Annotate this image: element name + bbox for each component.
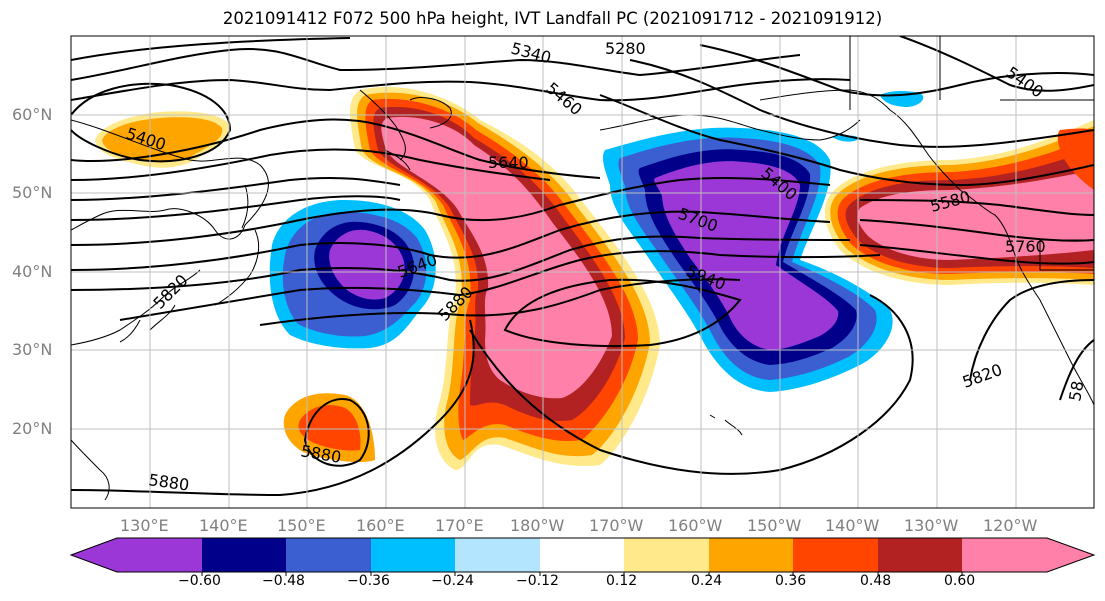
- lat-label: 30°N: [12, 340, 53, 359]
- colorbar-segment: [624, 538, 710, 572]
- lon-label: 160°E: [356, 516, 405, 535]
- colorbar-segment: [709, 538, 794, 572]
- colorbar-segment: [455, 538, 541, 572]
- colorbar-segment: [202, 538, 287, 572]
- colorbar-tick-label: 0.36: [775, 573, 807, 589]
- lon-label: 180°W: [510, 516, 565, 535]
- colorbar-tick-label: −0.36: [347, 573, 390, 589]
- colorbar-low-extend: [71, 538, 117, 572]
- lat-label: 60°N: [12, 105, 53, 124]
- lat-label: 40°N: [12, 262, 53, 281]
- colorbar-tick-label: −0.24: [431, 573, 474, 589]
- contour-label: 58: [1065, 379, 1087, 402]
- colorbar-segment: [117, 538, 203, 572]
- colorbar-tick-label: 0.12: [606, 573, 638, 589]
- lon-label: 140°W: [825, 516, 880, 535]
- lon-label: 170°W: [589, 516, 644, 535]
- colorbar-segment: [793, 538, 879, 572]
- colorbar-tick-label: −0.60: [178, 573, 221, 589]
- lat-label: 50°N: [12, 183, 53, 202]
- map-title: 2021091412 F072 500 hPa height, IVT Land…: [222, 9, 883, 28]
- lon-label: 130°E: [120, 516, 169, 535]
- lon-label: 120°W: [983, 516, 1038, 535]
- colorbar-tick-label: 0.48: [860, 573, 892, 589]
- colorbar: [69, 537, 1096, 576]
- colorbar-tick-label: 0.60: [944, 573, 976, 589]
- negative-anomaly-east: [602, 90, 924, 392]
- contour-label: 5280: [605, 39, 646, 58]
- lon-label: 150°W: [747, 516, 802, 535]
- lon-label: 160°W: [668, 516, 723, 535]
- contour-label: 5640: [488, 153, 529, 172]
- colorbar-segment: [371, 538, 456, 572]
- colorbar-segment: [286, 538, 372, 572]
- lon-label: 150°E: [277, 516, 326, 535]
- colorbar-tick-label: 0.24: [691, 573, 723, 589]
- colorbar-high-extend: [1047, 538, 1094, 572]
- colorbar-tick-label: −0.48: [262, 573, 305, 589]
- lon-label: 130°W: [904, 516, 959, 535]
- map-field: 5340 5280 5460 5400 5400 5400 5640 5700 …: [71, 36, 1094, 508]
- colorbar-segment: [540, 538, 625, 572]
- lat-label: 20°N: [12, 419, 53, 438]
- graticule: [71, 36, 1094, 508]
- map-frame: [70, 35, 1095, 509]
- colorbar-segment: [962, 538, 1048, 572]
- lon-label: 170°E: [435, 516, 484, 535]
- lon-label: 140°E: [199, 516, 248, 535]
- colorbar-segment: [878, 538, 963, 572]
- colorbar-outline: [69, 537, 1096, 573]
- height-contours: [71, 36, 1094, 497]
- colorbar-tick-label: −0.12: [516, 573, 559, 589]
- contour-label: 5760: [1005, 237, 1046, 256]
